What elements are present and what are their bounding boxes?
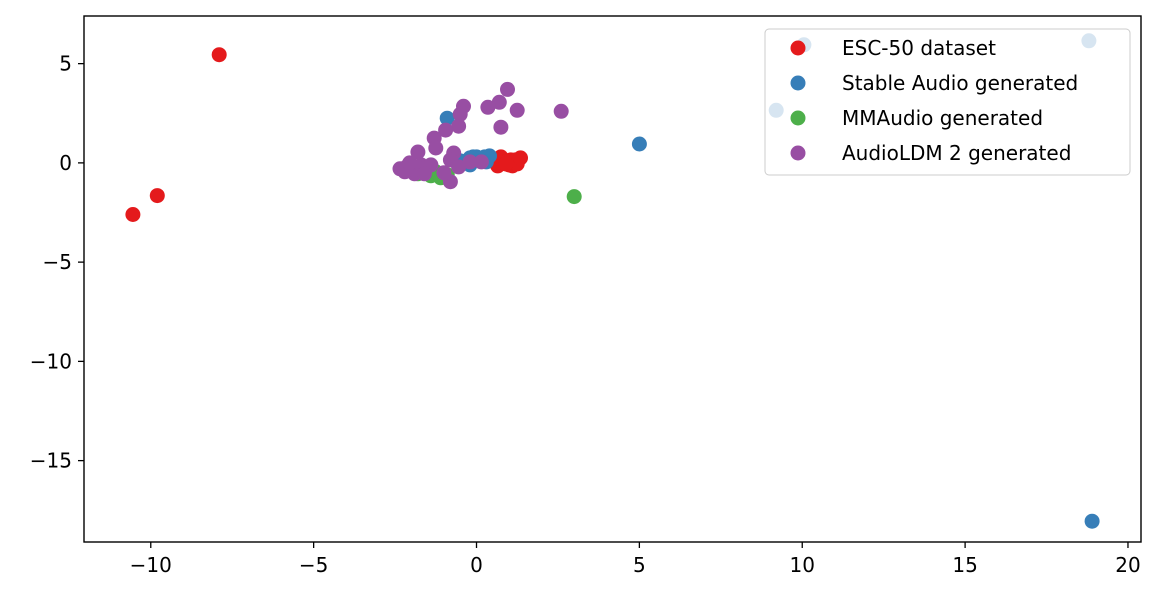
y-tick-label: 5 [59, 52, 72, 76]
legend-label: MMAudio generated [842, 106, 1043, 130]
plot-frame [83, 15, 1142, 543]
data-point [436, 165, 452, 181]
legend-label: Stable Audio generated [842, 71, 1078, 95]
y-tick-label: −15 [30, 449, 72, 473]
data-point [428, 140, 444, 156]
x-tick-label: 20 [1115, 553, 1140, 577]
data-point [125, 207, 141, 222]
data-point [493, 119, 509, 135]
x-tick-label: 0 [470, 553, 483, 577]
data-point [631, 136, 647, 152]
data-point [211, 47, 227, 63]
legend-marker [790, 145, 806, 161]
data-point [402, 155, 418, 171]
data-point [480, 99, 496, 115]
series-3 [392, 81, 569, 190]
y-tick-label: −5 [43, 250, 72, 274]
data-point [1084, 513, 1100, 529]
legend-marker [790, 40, 806, 56]
legend-marker [790, 75, 806, 91]
data-point [416, 166, 432, 182]
data-point [462, 154, 478, 170]
y-tick-label: −10 [30, 349, 72, 373]
data-point [451, 159, 467, 175]
data-point [500, 81, 515, 97]
legend-label: ESC-50 dataset [842, 36, 996, 60]
x-axis: −10 −5 0 5 10 15 20 [130, 542, 1141, 577]
data-point [149, 188, 165, 204]
legend-box [764, 28, 1131, 176]
legend-marker [790, 110, 806, 126]
data-point [438, 122, 454, 138]
data-point [473, 154, 489, 170]
data-points [125, 33, 1100, 529]
data-point [451, 118, 467, 134]
y-axis: 5 0 −5 −10 −15 [30, 52, 84, 473]
data-point [498, 156, 514, 172]
data-point [566, 189, 582, 205]
x-tick-label: −10 [130, 553, 172, 577]
x-tick-label: 5 [633, 553, 646, 577]
x-tick-label: 10 [790, 553, 815, 577]
legend: ESC-50 dataset Stable Audio generated MMAu… [764, 28, 1131, 176]
data-point [410, 144, 426, 160]
data-point [509, 102, 525, 118]
data-point [439, 110, 455, 126]
data-point [491, 94, 507, 110]
data-point [513, 150, 528, 166]
x-tick-label: −5 [299, 553, 328, 577]
legend-label: AudioLDM 2 generated [842, 141, 1071, 165]
series-0 [125, 47, 528, 222]
x-tick-label: 15 [952, 553, 977, 577]
data-point [553, 103, 569, 119]
y-tick-label: 0 [59, 151, 72, 175]
data-point [452, 106, 468, 122]
